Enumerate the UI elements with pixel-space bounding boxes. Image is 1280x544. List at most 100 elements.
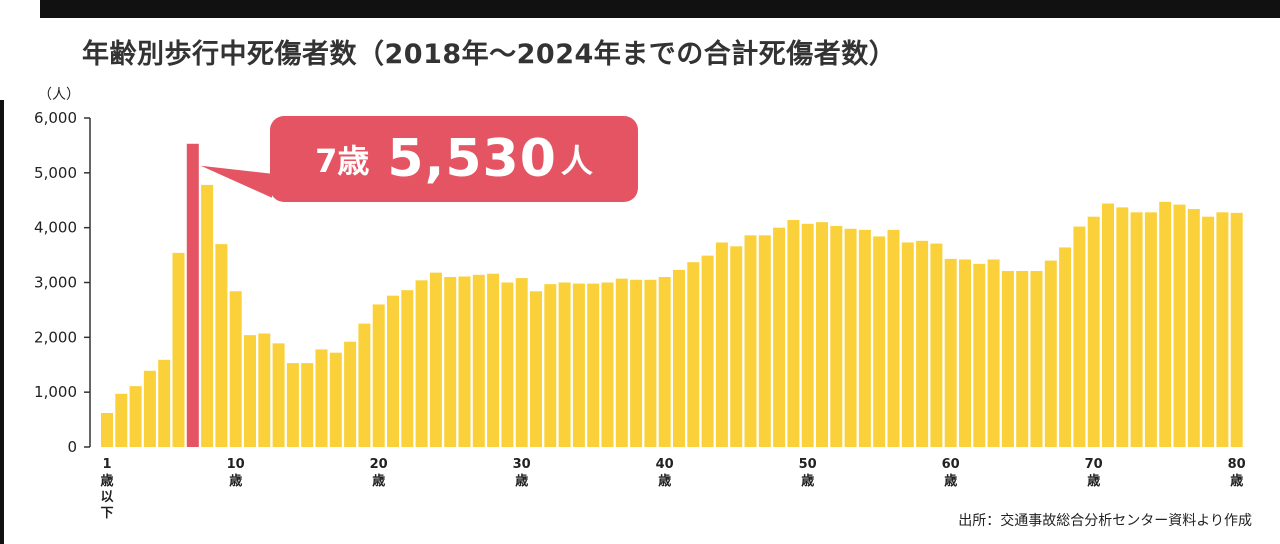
bar-age-26 [458, 276, 471, 447]
bar-age-50 [801, 223, 814, 447]
bar-age-69 [1073, 226, 1086, 447]
bar-age-67 [1044, 260, 1057, 447]
x-tick-unit: 歳 [801, 473, 814, 489]
bar-age-21 [387, 295, 399, 447]
x-tick-label: 80 [1228, 457, 1246, 472]
bar-age-68 [1059, 247, 1072, 447]
bar-age-56 [887, 229, 900, 447]
bar-age-22 [401, 290, 414, 447]
bar-age-11 [244, 335, 256, 447]
x-tick-30: 30歳 [513, 457, 531, 489]
x-tick-unit: 歳 [658, 473, 671, 489]
y-tick-label: 2,000 [34, 328, 77, 346]
bar-age-46 [744, 235, 757, 447]
bar-age-34 [572, 283, 585, 447]
bar-age-72 [1116, 207, 1129, 447]
callout-unit: 人 [560, 142, 593, 180]
bar-age-63 [987, 259, 1000, 447]
bar-age-4 [143, 370, 156, 447]
x-tick-unit: 下 [100, 506, 113, 521]
bar-age-17 [329, 352, 342, 447]
bar-age-15 [301, 363, 314, 447]
bar-age-32 [544, 284, 557, 447]
bar-age-9 [215, 244, 228, 447]
bar-age-74 [1144, 212, 1157, 447]
bar-age-36 [601, 282, 614, 447]
x-tick-60: 60歳 [942, 457, 960, 489]
y-tick-label: 6,000 [34, 109, 77, 127]
bar-age-79 [1216, 212, 1229, 447]
bar-age-3 [129, 386, 142, 447]
bar-age-30 [515, 278, 528, 447]
bar-age-60 [944, 258, 957, 447]
bar-age-47 [758, 235, 771, 447]
x-tick-10: 10歳 [227, 457, 245, 489]
bar-age-5 [158, 359, 171, 447]
x-tick-50: 50歳 [799, 457, 817, 489]
bar-age-57 [901, 242, 914, 447]
x-tick-label: 40 [656, 457, 674, 472]
bar-age-39 [644, 279, 657, 447]
bar-age-53 [844, 228, 857, 447]
bar-age-75 [1159, 201, 1172, 447]
x-tick-label: 30 [513, 457, 531, 472]
bar-age-49 [787, 219, 800, 447]
x-tick-label: 60 [942, 457, 960, 472]
bar-age-66 [1030, 270, 1043, 447]
x-tick-80: 80歳 [1228, 457, 1246, 489]
x-tick-label: 70 [1085, 457, 1103, 472]
bar-age-31 [530, 291, 542, 447]
x-tick-label: 1 [102, 457, 111, 472]
bar-age-12 [258, 333, 271, 447]
bar-age-1 [101, 413, 113, 447]
bar-age-18 [344, 341, 357, 447]
y-tick-label: 0 [67, 438, 77, 456]
bar-age-44 [715, 242, 728, 447]
bar-age-38 [630, 279, 643, 447]
bar-age-55 [873, 236, 886, 447]
bars [101, 143, 1243, 448]
bar-age-78 [1202, 216, 1215, 447]
left-edge-bar [0, 100, 4, 544]
x-tick-unit: 歳 [1087, 473, 1100, 489]
callout-age: 7歳 [315, 142, 370, 180]
bar-age-35 [587, 283, 600, 447]
bar-age-43 [701, 255, 714, 447]
chart-title: 年齢別歩行中死傷者数（2018年～2024年までの合計死傷者数） [82, 39, 897, 70]
bar-age-20 [372, 304, 385, 447]
bar-age-24 [429, 272, 442, 447]
top-banner-bar [40, 0, 1280, 18]
bar-age-2 [115, 393, 128, 447]
x-tick-40: 40歳 [656, 457, 674, 489]
bar-age-6 [172, 252, 185, 447]
x-tick-unit: 歳 [229, 473, 242, 489]
callout-value: 5,530 [387, 129, 557, 189]
bar-age-45 [730, 246, 743, 447]
bar-age-40 [658, 277, 671, 447]
y-axis-unit-label: （人） [38, 87, 80, 103]
x-tick-unit: 以 [100, 490, 113, 505]
bar-age-62 [973, 263, 986, 447]
bar-age-48 [773, 227, 786, 447]
bar-age-10 [229, 291, 242, 447]
bar-age-65 [1016, 270, 1029, 447]
bar-age-61 [959, 259, 971, 447]
bar-age-37 [615, 278, 628, 447]
bar-age-54 [858, 229, 871, 447]
x-tick-label: 50 [799, 457, 817, 472]
bar-age-80 [1230, 212, 1243, 447]
bar-age-25 [444, 277, 457, 447]
source-note: 出所：交通事故総合分析センター資料より作成 [958, 513, 1252, 529]
bar-age-7-highlight [186, 143, 199, 447]
x-tick-unit: 歳 [372, 473, 385, 489]
bar-age-58 [916, 240, 929, 447]
bar-age-64 [1001, 270, 1014, 447]
bar-age-41 [673, 269, 685, 447]
x-tick-label: 20 [370, 457, 388, 472]
bar-age-19 [358, 323, 371, 448]
bar-age-14 [286, 363, 299, 447]
bar-age-59 [930, 243, 943, 447]
